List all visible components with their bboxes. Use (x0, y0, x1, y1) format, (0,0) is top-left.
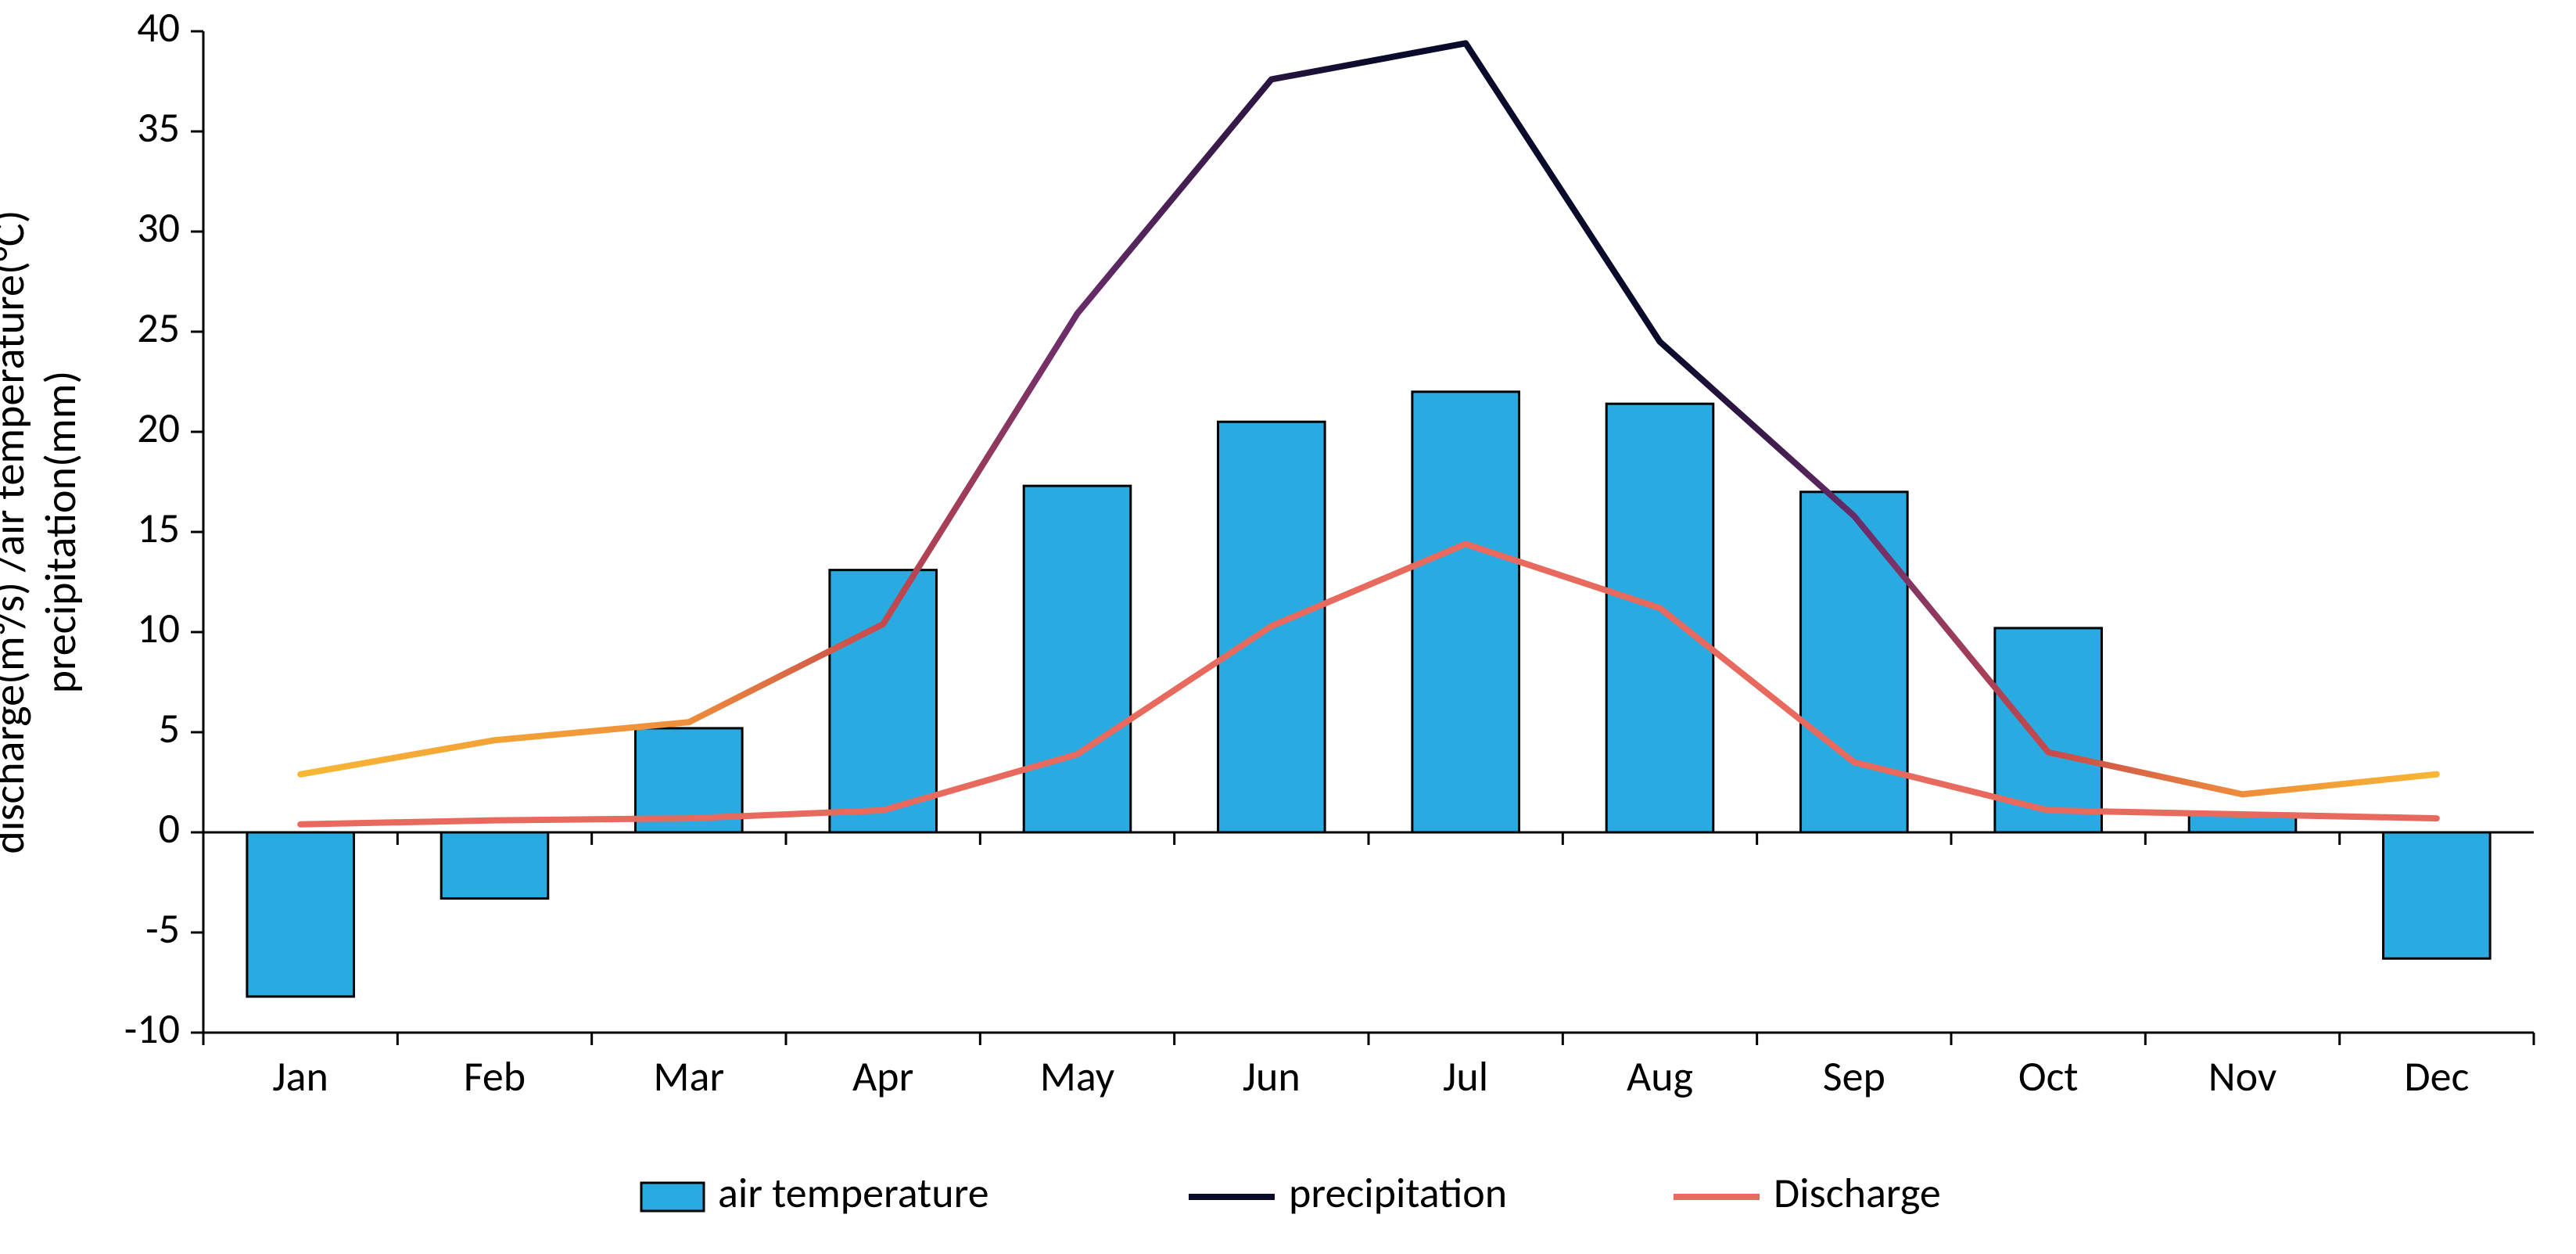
climate-chart: -10 -5 0 5 10 15 20 25 30 35 40 discharge(m³/s) /ai… (0, 0, 2576, 1254)
bar (1801, 492, 1908, 832)
y-tick-label: 10 (137, 602, 180, 654)
bar (830, 570, 937, 832)
chart-container: -10 -5 0 5 10 15 20 25 30 35 40 discharge(m³/s) /ai… (0, 0, 2576, 1254)
y-tick-label: -10 (124, 1003, 180, 1055)
bar (2384, 832, 2491, 958)
y-tick-label: 5 (159, 702, 180, 754)
y-tick-label: -5 (145, 903, 180, 954)
bar (1412, 392, 1519, 832)
y-tick-label: 25 (137, 302, 180, 354)
x-tick-label: Jun (1243, 1051, 1301, 1102)
y-tick-label: 40 (137, 2, 180, 53)
y-tick-label: 30 (137, 202, 180, 253)
x-tick-label: Dec (2404, 1051, 2469, 1102)
y-tick-label: 35 (137, 102, 180, 153)
legend-label: air temperature (718, 1167, 989, 1219)
x-tick-label: Apr (852, 1051, 913, 1102)
x-tick-label: Aug (1627, 1051, 1693, 1102)
x-tick-label: Nov (2208, 1051, 2277, 1102)
x-tick-label: Jul (1443, 1051, 1488, 1102)
x-tick-label: May (1040, 1051, 1115, 1102)
x-tick-label: Feb (464, 1051, 526, 1102)
x-tick-label: Oct (2018, 1051, 2079, 1102)
legend-swatch-bar (641, 1183, 704, 1211)
legend-label: Discharge (1774, 1167, 1941, 1219)
legend-label: precipitation (1289, 1167, 1507, 1219)
bar (1024, 486, 1131, 832)
bar (247, 832, 354, 997)
y-tick-label: 0 (159, 803, 180, 854)
bar (441, 832, 548, 898)
y-tick-label: 15 (137, 502, 180, 554)
x-tick-label: Sep (1823, 1051, 1885, 1102)
x-tick-label: Mar (653, 1051, 724, 1102)
bar (1606, 404, 1713, 832)
svg-text:precipitation(mm): precipitation(mm) (34, 371, 88, 694)
y-tick-label: 20 (137, 402, 180, 454)
svg-text:discharge(m³/s) /air temperatu: discharge(m³/s) /air temperature(°C) (0, 210, 36, 853)
x-tick-label: Jan (272, 1051, 328, 1102)
